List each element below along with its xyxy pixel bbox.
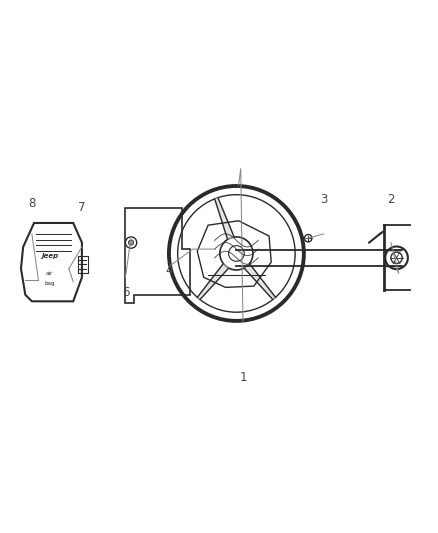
Circle shape (128, 240, 134, 245)
Text: air: air (46, 271, 53, 276)
Polygon shape (215, 198, 234, 239)
Polygon shape (244, 264, 276, 300)
Text: 8: 8 (28, 197, 35, 210)
Text: 2: 2 (387, 192, 395, 206)
Text: 6: 6 (122, 286, 129, 299)
Text: 4: 4 (165, 264, 173, 277)
Text: 7: 7 (78, 201, 86, 214)
Text: 1: 1 (239, 371, 247, 384)
Text: Jeep: Jeep (41, 253, 58, 259)
Text: bag: bag (44, 281, 54, 286)
Text: 3: 3 (320, 192, 327, 206)
Polygon shape (197, 264, 229, 300)
